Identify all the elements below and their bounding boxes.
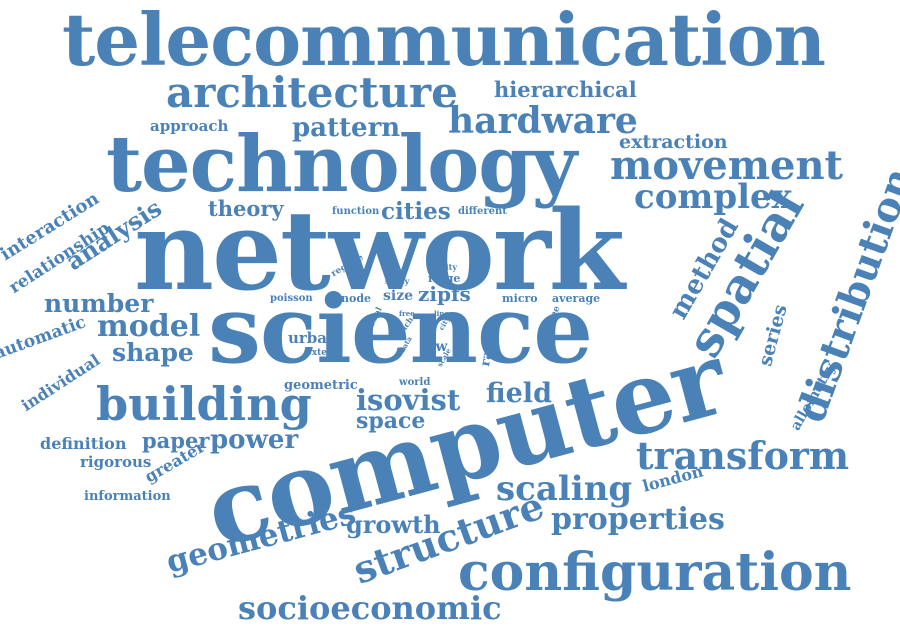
word-building: building [96, 377, 312, 431]
word-socioeconomic: socioeconomic [238, 589, 502, 627]
word-hardware: hardware [448, 100, 638, 142]
word-study: study [385, 276, 410, 286]
word-paper: paper [142, 428, 210, 453]
word-model: model [97, 309, 201, 344]
word-different: different [458, 206, 507, 217]
word-individual: individual [17, 350, 104, 415]
word-isovist: isovist [356, 383, 461, 417]
word-growth: growth [346, 510, 441, 539]
word-complex: complex [634, 177, 792, 217]
word-configuration: configuration [458, 542, 852, 603]
word-size: size [383, 288, 414, 304]
word-extend: extend [306, 348, 340, 358]
word-definition: definition [40, 434, 127, 453]
word-automatic: automatic [0, 312, 89, 364]
word-world: world [399, 377, 431, 388]
word-distribution: distribution [787, 161, 900, 429]
word-series: series [754, 302, 792, 369]
word-extraction: extraction [619, 131, 728, 153]
word-geometric: geometric [284, 378, 358, 393]
word-information: information [84, 489, 171, 504]
word-function: function [332, 206, 380, 217]
word-scaling: scaling [496, 469, 633, 509]
word-urban: urban [288, 329, 338, 347]
word-pattern: pattern [292, 113, 401, 143]
word-law: law [421, 339, 448, 355]
word-cities: cities [381, 198, 451, 225]
word-micro: micro [502, 292, 538, 305]
word-movement: movement [610, 142, 844, 189]
word-utility: utility [430, 262, 457, 272]
word-approach: approach [150, 117, 229, 135]
word-zipfs: zipfs [418, 282, 471, 306]
word-line: line [434, 309, 449, 318]
word-ridge: ridge [428, 272, 461, 285]
word-transform: transform [636, 433, 850, 478]
word-power: power [210, 425, 299, 455]
word-technology: technology [106, 119, 577, 210]
word-theory: theory [208, 196, 284, 221]
word-telecommunication: telecommunication [62, 0, 826, 82]
word-architecture: architecture [166, 68, 458, 117]
word-science: science [208, 275, 593, 385]
word-space: space [356, 408, 426, 434]
word-node: node [341, 292, 372, 305]
word-network: network [134, 186, 625, 315]
word-number: number [44, 289, 154, 318]
word-poisson: poisson [270, 293, 313, 304]
word-average: average [552, 292, 601, 305]
word-field: field [486, 378, 552, 409]
word-rigorous: rigorous [80, 453, 152, 471]
word-properties: properties [551, 502, 725, 537]
word-hierarchical: hierarchical [494, 77, 637, 102]
word-free: free [399, 309, 415, 318]
word-shape: shape [112, 338, 194, 367]
